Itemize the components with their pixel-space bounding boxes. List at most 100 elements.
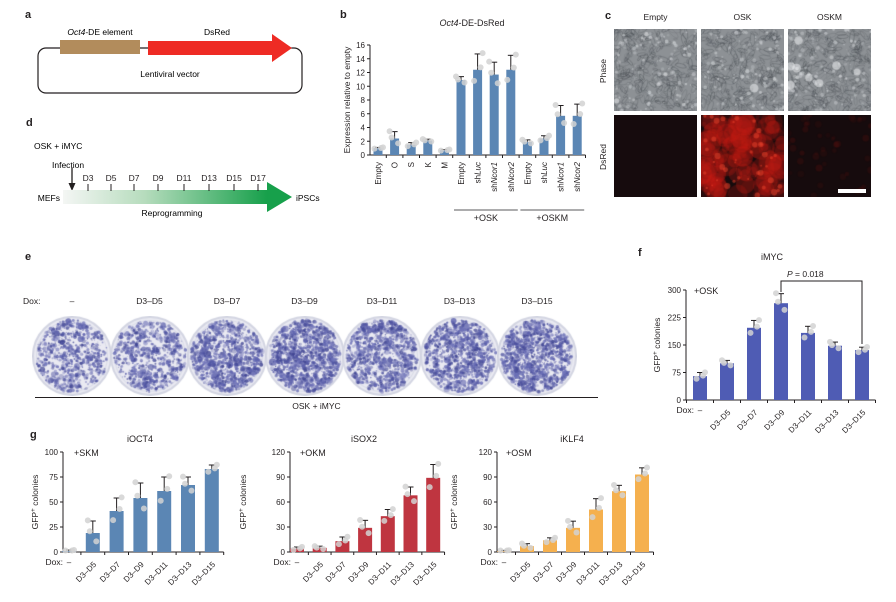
replicate-dot bbox=[552, 101, 559, 108]
y-tick-label: 225 bbox=[668, 314, 682, 323]
dox-label-e: Dox: bbox=[23, 296, 41, 306]
replicate-dot bbox=[365, 530, 372, 537]
replicate-dot bbox=[371, 145, 378, 152]
bar bbox=[290, 548, 304, 552]
y-tick-label: 120 bbox=[479, 448, 493, 457]
timeline-ticks: D3 D5 D7 D9 D11 D13 D15 D17 bbox=[83, 173, 266, 191]
x-tick-label: shLuc bbox=[540, 162, 549, 183]
y-tick-label: 30 bbox=[276, 523, 285, 532]
y-tick-label: 0 bbox=[54, 548, 59, 557]
panel-a-label: a bbox=[25, 9, 32, 21]
y-tick-label: 2 bbox=[361, 137, 366, 146]
reprogramming-label: Reprogramming bbox=[142, 208, 203, 218]
replicate-dot bbox=[598, 495, 604, 502]
colony-dish bbox=[342, 316, 422, 396]
replicate-dot bbox=[479, 50, 486, 57]
x-tick-label: D3–D13 bbox=[813, 408, 841, 436]
colony-dish bbox=[187, 316, 267, 396]
bar bbox=[373, 148, 383, 155]
x-tick-label: D3–D5 bbox=[74, 560, 98, 584]
x-tick-label: – bbox=[295, 558, 300, 567]
replicate-dot bbox=[519, 540, 525, 547]
replicate-dot bbox=[727, 362, 734, 369]
replicate-dot bbox=[182, 480, 188, 487]
x-tick-label: shNcor2 bbox=[507, 161, 516, 191]
reprogramming-arrow bbox=[63, 182, 292, 212]
column-label-empty: Empty bbox=[643, 12, 668, 22]
replicate-dot bbox=[835, 345, 842, 352]
replicate-dot bbox=[166, 473, 173, 480]
y-tick-label: 0 bbox=[488, 548, 493, 557]
panel-g-label: g bbox=[30, 429, 37, 441]
chart-title: Oct4-DE-DsRed bbox=[439, 18, 504, 28]
replicate-dot bbox=[702, 369, 708, 376]
replicate-dot bbox=[512, 51, 519, 58]
replicate-dot bbox=[506, 547, 512, 554]
bar bbox=[423, 140, 433, 155]
y-tick-label: 14 bbox=[356, 55, 365, 64]
dish-label: D3–D7 bbox=[213, 296, 241, 306]
replicate-dot bbox=[395, 140, 402, 147]
y-axis-label: GFP+ colonies bbox=[30, 475, 40, 530]
replicate-dot bbox=[419, 136, 426, 143]
infection-arrow bbox=[68, 168, 76, 191]
column-label-oskm: OSKM bbox=[816, 12, 843, 22]
replicate-dot bbox=[527, 140, 534, 147]
replicate-dot bbox=[497, 547, 504, 554]
bar bbox=[133, 498, 148, 552]
replicate-dot bbox=[642, 470, 648, 477]
panel-e-label: e bbox=[25, 251, 32, 263]
replicate-dot bbox=[635, 476, 642, 483]
replicate-dot bbox=[335, 541, 342, 548]
x-tick-label: D3–D15 bbox=[411, 560, 439, 588]
colony-dish bbox=[264, 316, 345, 396]
replicate-dot bbox=[827, 338, 833, 345]
column-label-osk: OSK bbox=[733, 12, 752, 22]
chart-title: iSOX2 bbox=[351, 434, 377, 444]
bar bbox=[403, 495, 418, 552]
condition-annotation: +SKM bbox=[74, 448, 99, 458]
replicate-dot bbox=[404, 491, 411, 498]
x-tick-label: – bbox=[698, 406, 703, 415]
replicate-dot bbox=[510, 64, 517, 71]
bar bbox=[801, 332, 815, 400]
panel-d-timeline: OSK + iMYC Infection D3 D5 D7 D9 D11 D13 D15 D1… bbox=[34, 141, 320, 218]
replicate-dot bbox=[567, 523, 573, 530]
timeline-tick-label: D15 bbox=[226, 173, 242, 183]
x-tick-label: O bbox=[391, 162, 400, 168]
replicate-dot bbox=[110, 517, 117, 524]
x-tick-label: Empty bbox=[523, 162, 532, 185]
lentiviral-vector-label: Lentiviral vector bbox=[140, 69, 200, 79]
colony-dish bbox=[109, 316, 190, 396]
y-tick-label: 75 bbox=[672, 369, 681, 378]
y-axis-label: Expression relative to empty bbox=[342, 46, 352, 154]
dish-label: D3–D15 bbox=[521, 296, 553, 306]
condition-annotation: +OKM bbox=[300, 448, 326, 458]
replicate-dot bbox=[613, 487, 619, 494]
replicate-dot bbox=[344, 533, 351, 540]
replicate-dot bbox=[428, 138, 435, 145]
x-tick-label: D3–D7 bbox=[324, 560, 348, 584]
chart-title: iMYC bbox=[761, 252, 783, 262]
y-tick-label: 4 bbox=[361, 124, 366, 133]
bar bbox=[635, 474, 649, 552]
bar bbox=[406, 144, 416, 155]
x-tick-label: D3–D5 bbox=[708, 408, 732, 432]
bar bbox=[390, 138, 400, 155]
mefs-label: MEFs bbox=[38, 193, 60, 203]
replicate-dot bbox=[488, 69, 495, 76]
pvalue-bracket bbox=[780, 280, 863, 344]
replicate-dot bbox=[486, 58, 493, 65]
replicate-dot bbox=[471, 77, 478, 84]
replicate-dot bbox=[84, 517, 91, 524]
y-tick-label: 60 bbox=[483, 498, 492, 507]
bar bbox=[522, 141, 532, 155]
replicate-dot bbox=[157, 497, 164, 504]
bar bbox=[693, 376, 707, 400]
condition-annotation: +OSM bbox=[506, 448, 532, 458]
x-tick-label: D3–D13 bbox=[597, 560, 625, 588]
bar bbox=[473, 69, 483, 155]
